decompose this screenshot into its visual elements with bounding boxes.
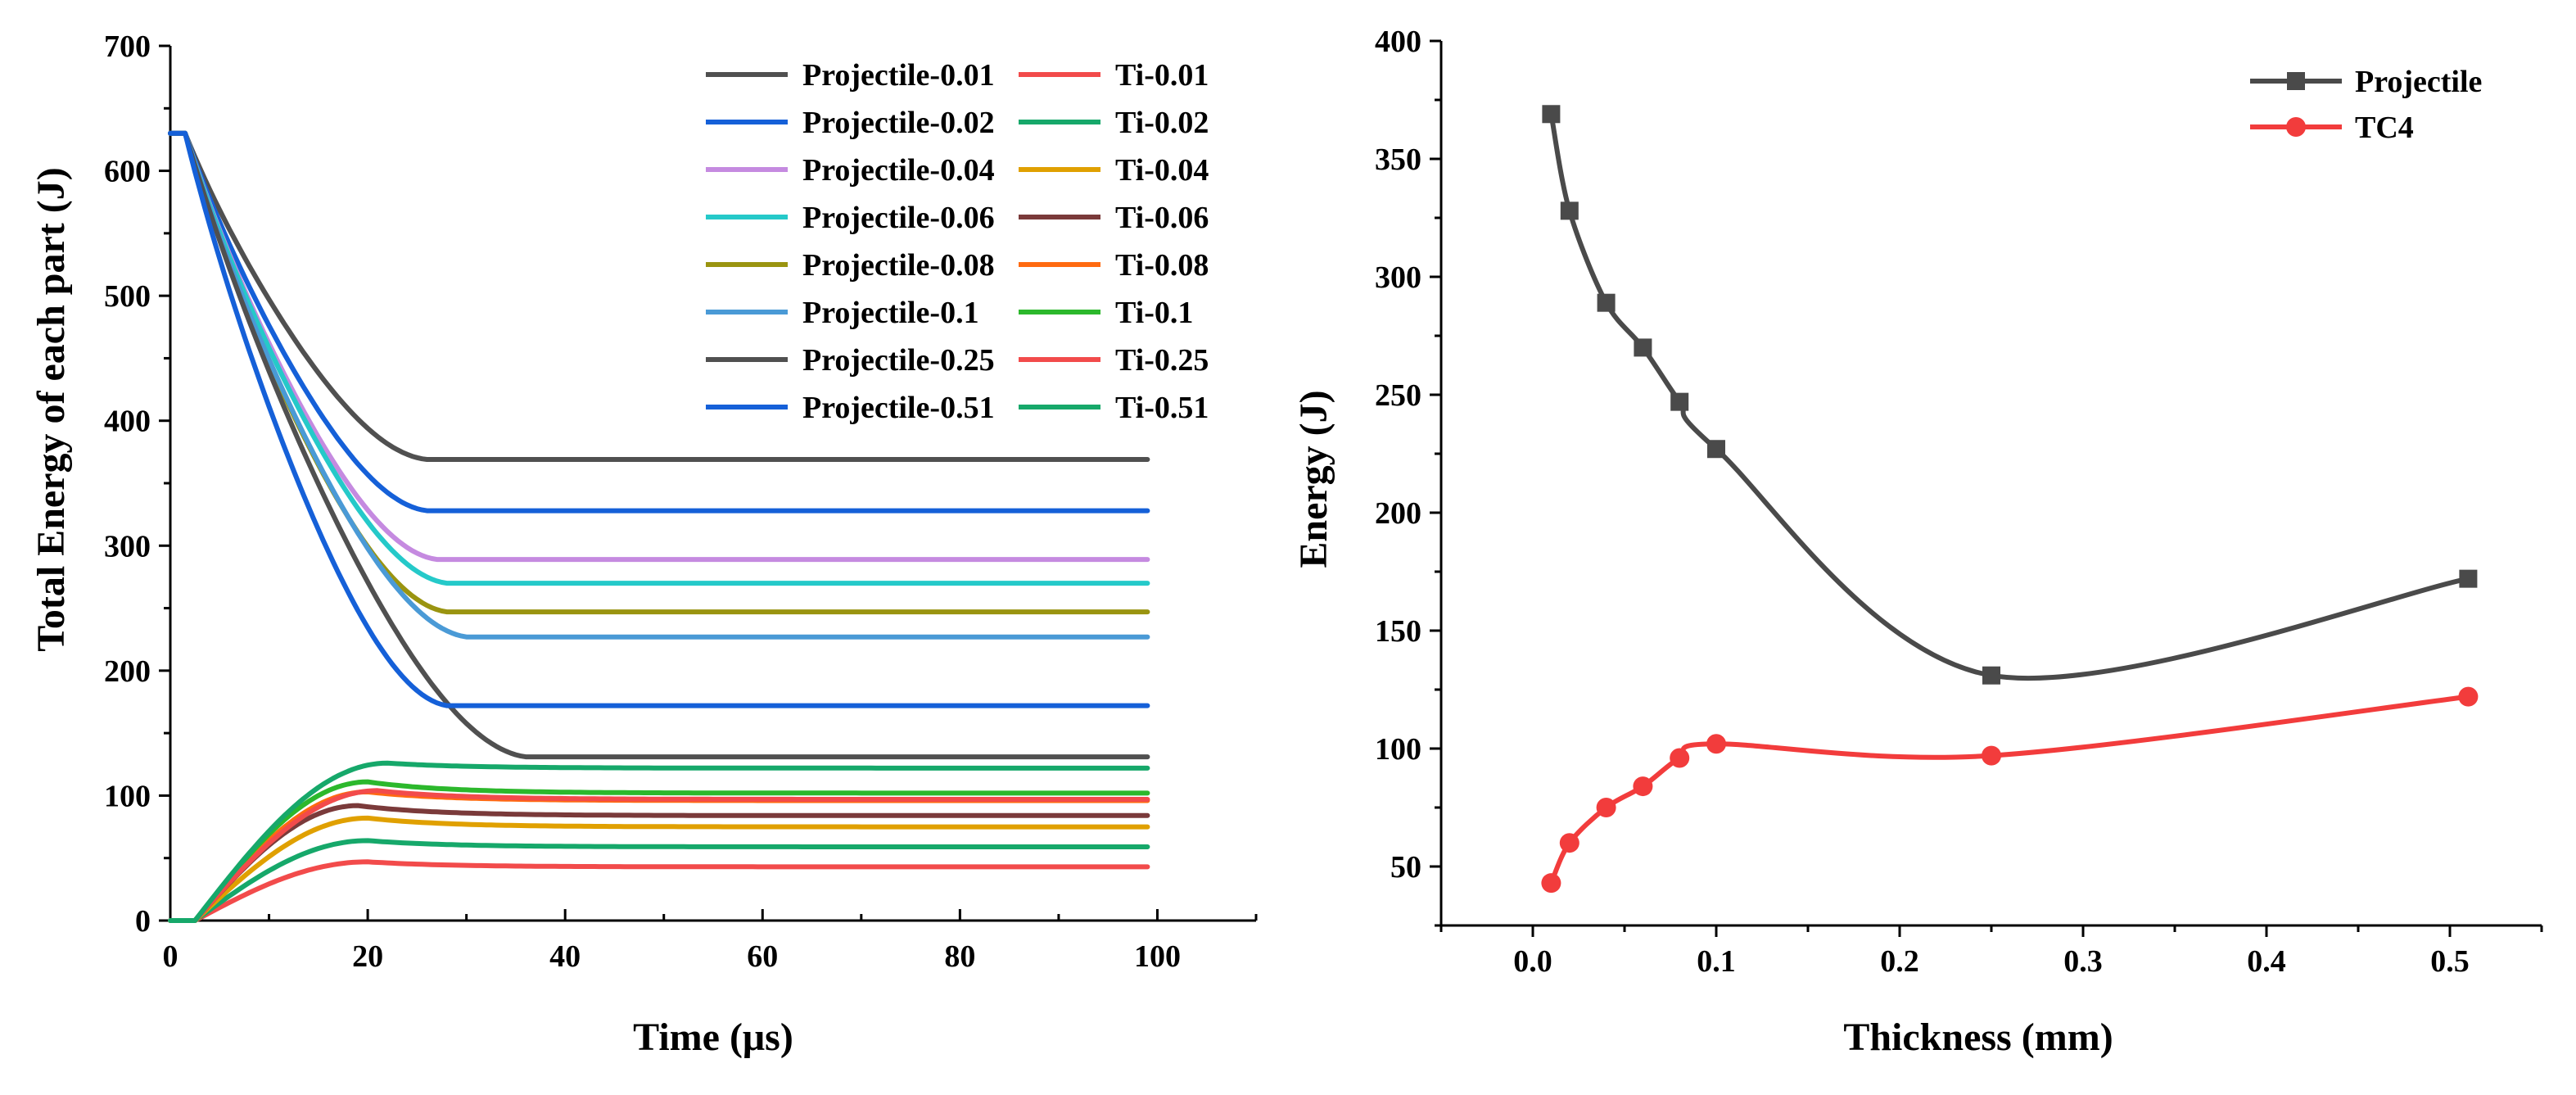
- series-line-projectile-0-51: [168, 130, 1150, 708]
- left-y-tick-label: 200: [104, 654, 151, 689]
- left-x-tick-label: 40: [549, 939, 581, 974]
- left-y-axis-label: Total Energy of each part (J): [29, 167, 73, 652]
- legend-marker-tc4: [2286, 117, 2306, 137]
- data-point-projectile: [1560, 201, 1579, 220]
- series-line-projectile-0-01: [168, 130, 1150, 462]
- right-y-tick-label: 250: [1375, 378, 1421, 413]
- legend-label-ti-0-06: Ti-0.06: [1115, 201, 1209, 235]
- data-point-projectile: [1634, 338, 1652, 357]
- right-legend: Projectile TC4: [2250, 65, 2482, 145]
- left-x-axis-label: Time (μs): [633, 1016, 793, 1059]
- series-line-ti-0-25: [168, 788, 1150, 923]
- left-y-tick-label: 300: [104, 529, 151, 563]
- data-point-tc4: [1982, 745, 2001, 766]
- legend-label-projectile-0-08: Projectile-0.08: [802, 248, 995, 283]
- left-y-tick-label: 400: [104, 405, 151, 439]
- left-x-tick-label: 80: [944, 939, 975, 974]
- legend-label-ti-0-51: Ti-0.51: [1115, 391, 1209, 425]
- series-line-ti-0-08: [168, 789, 1150, 923]
- right-y-tick-label: 200: [1375, 496, 1421, 531]
- data-point-projectile: [1542, 105, 1561, 124]
- data-point-tc4: [1633, 776, 1653, 797]
- legend-label-tc4: TC4: [2355, 111, 2414, 145]
- right-x-axis-label: Thickness (mm): [1843, 1016, 2113, 1059]
- legend-label-ti-0-04: Ti-0.04: [1115, 153, 1209, 188]
- data-point-tc4: [1670, 748, 1690, 768]
- data-point-projectile: [1670, 392, 1689, 411]
- series-line-ti-0-06: [168, 803, 1150, 923]
- right-y-tick-label: 100: [1375, 732, 1421, 767]
- legend-label-projectile-0-04: Projectile-0.04: [802, 153, 995, 188]
- data-point-tc4: [1706, 734, 1726, 754]
- right-y-tick-label: 150: [1375, 614, 1421, 649]
- left-x-tick-label: 60: [747, 939, 778, 974]
- left-x-tick-label: 100: [1134, 939, 1181, 974]
- left-x-tick-label: 0: [163, 939, 179, 974]
- legend-label-projectile-0-06: Projectile-0.06: [802, 201, 995, 235]
- right-y-tick-label: 400: [1375, 25, 1421, 59]
- series-line-projectile-0-04: [168, 130, 1150, 563]
- data-point-tc4: [1541, 873, 1561, 894]
- left-y-tick-label: 0: [135, 904, 151, 939]
- right-y-axis-label: Energy (J): [1292, 390, 1335, 568]
- data-point-projectile: [2459, 569, 2478, 588]
- legend-label-projectile-0-1: Projectile-0.1: [802, 296, 979, 330]
- series-line-tc4: [1548, 694, 2469, 885]
- right-y-tick-label: 50: [1390, 850, 1421, 885]
- right-y-tick-label: 350: [1375, 143, 1421, 177]
- right-x-tick-label: 0.5: [2430, 944, 2470, 979]
- series-line-ti-0-04: [168, 815, 1150, 923]
- chart-right: Thickness (mm) Energy (J) 0.0 0.1 0.2 0.3 0.…: [1292, 25, 2543, 1059]
- data-point-tc4: [2458, 686, 2479, 707]
- legend-marker-projectile: [2287, 72, 2305, 90]
- chart-left: Time (μs) Total Energy of each part (J) …: [29, 29, 1258, 1059]
- left-y-tick-label: 700: [104, 29, 151, 64]
- left-y-tick-label: 600: [104, 155, 151, 189]
- legend-label-ti-0-01: Ti-0.01: [1115, 58, 1209, 93]
- right-y-tick-label: 300: [1375, 260, 1421, 295]
- left-legend: Projectile-0.01 Projectile-0.02 Projectile…: [706, 58, 1209, 425]
- legend-label-ti-0-08: Ti-0.08: [1115, 248, 1209, 283]
- series-line-projectile-0-02: [168, 130, 1150, 514]
- series-line-ti-0-01: [168, 859, 1150, 923]
- right-x-tick-label: 0.1: [1697, 944, 1736, 979]
- legend-label-ti-0-25: Ti-0.25: [1115, 343, 1209, 378]
- left-y-tick-label: 500: [104, 279, 151, 314]
- series-line-projectile-0-1: [168, 130, 1150, 640]
- left-x-tick-label: 20: [352, 939, 383, 974]
- right-x-tick-label: 0.2: [1880, 944, 1919, 979]
- legend-label-projectile-0-25: Projectile-0.25: [802, 343, 995, 378]
- data-point-projectile: [1707, 440, 1725, 459]
- legend-label-ti-0-02: Ti-0.02: [1115, 106, 1209, 140]
- legend-label-projectile-0-01: Projectile-0.01: [802, 58, 995, 93]
- series-line-projectile: [1548, 113, 2469, 681]
- legend-label-ti-0-1: Ti-0.1: [1115, 296, 1193, 330]
- legend-label-projectile-0-02: Projectile-0.02: [802, 106, 995, 140]
- data-point-tc4: [1559, 833, 1579, 853]
- data-point-projectile: [1982, 666, 2000, 685]
- right-x-tick-label: 0.4: [2247, 944, 2286, 979]
- legend-label-projectile: Projectile: [2355, 65, 2482, 99]
- series-line-ti-0-51: [168, 760, 1150, 923]
- legend-label-projectile-0-51: Projectile-0.51: [802, 391, 995, 425]
- data-point-projectile: [1597, 293, 1616, 312]
- series-line-projectile-0-25: [168, 130, 1150, 760]
- series-line-ti-0-02: [168, 838, 1150, 923]
- right-x-tick-label: 0.0: [1513, 944, 1552, 979]
- data-point-tc4: [1596, 798, 1616, 817]
- series-line-projectile-0-06: [168, 130, 1150, 586]
- right-x-tick-label: 0.3: [2063, 944, 2103, 979]
- series-line-ti-0-1: [168, 779, 1150, 923]
- left-y-tick-label: 100: [104, 779, 151, 813]
